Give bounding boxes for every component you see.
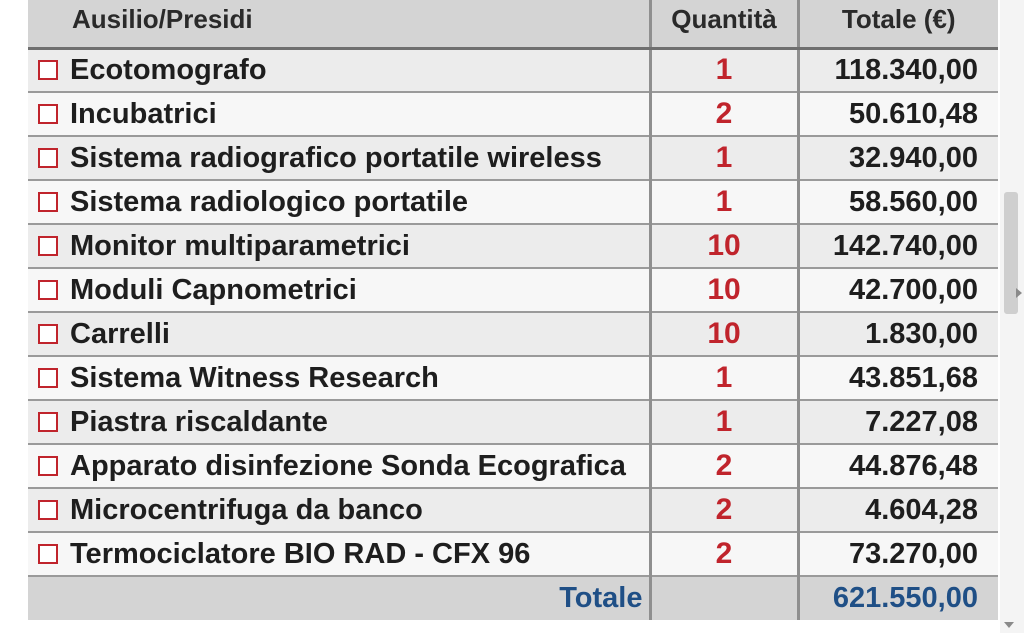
total-cell: 42.700,00 [848, 273, 978, 306]
header-item: Ausilio/Presidi [28, 0, 652, 50]
item-label: Termociclatore BIO RAD - CFX 96 [70, 537, 531, 570]
item-cell: Sistema radiografico portatile wireless [28, 136, 652, 180]
item-cell: Sistema radiologico portatile [28, 180, 652, 224]
item-cell: Incubatrici [28, 92, 652, 136]
table-row: Ecotomografo 1 118.340,00 [28, 48, 998, 92]
quantity-cell: 2 [650, 92, 800, 136]
header-total: Totale (€) [798, 0, 998, 50]
item-label: Monitor multiparametrici [70, 229, 410, 262]
checkbox-icon [38, 280, 58, 300]
item-label: Apparato disinfezione Sonda Ecografica [70, 449, 626, 482]
quantity-cell: 10 [650, 224, 800, 268]
total-cell: 50.610,48 [848, 97, 978, 130]
checkbox-icon [38, 412, 58, 432]
item-label: Carrelli [70, 317, 170, 350]
item-cell: Carrelli [28, 312, 652, 356]
item-cell: Microcentrifuga da banco [28, 488, 652, 532]
checkbox-icon [38, 192, 58, 212]
table-row: Sistema radiografico portatile wireless … [28, 136, 998, 180]
scrollbar-thumb[interactable] [1004, 192, 1018, 314]
item-label: Microcentrifuga da banco [70, 493, 423, 526]
table-row: Monitor multiparametrici 10 142.740,00 [28, 224, 998, 268]
header-quantity: Quantità [650, 0, 800, 50]
table-row: Apparato disinfezione Sonda Ecografica 2… [28, 444, 998, 488]
checkbox-icon [38, 236, 58, 256]
item-label: Piastra riscaldante [70, 405, 328, 438]
item-cell: Piastra riscaldante [28, 400, 652, 444]
quantity-cell: 1 [650, 400, 800, 444]
item-label: Moduli Capnometrici [70, 273, 357, 306]
item-cell: Ecotomografo [28, 48, 652, 92]
equipment-table: Ausilio/Presidi Quantità Totale (€) Ecot… [28, 0, 998, 620]
quantity-cell: 2 [650, 488, 800, 532]
item-cell: Termociclatore BIO RAD - CFX 96 [28, 532, 652, 576]
item-label: Sistema radiologico portatile [70, 185, 469, 218]
chevron-down-icon[interactable] [1004, 622, 1014, 628]
total-cell: 4.604,28 [865, 493, 978, 526]
quantity-cell: 1 [650, 356, 800, 400]
table-row: Sistema Witness Research 1 43.851,68 [28, 356, 998, 400]
item-cell: Monitor multiparametrici [28, 224, 652, 268]
footer-empty-cell [650, 576, 800, 620]
total-cell: 32.940,00 [848, 141, 978, 174]
item-label: Sistema radiografico portatile wireless [70, 141, 602, 174]
quantity-cell: 10 [650, 312, 800, 356]
checkbox-icon [38, 456, 58, 476]
footer-label: Totale [28, 576, 652, 620]
table-row: Moduli Capnometrici 10 42.700,00 [28, 268, 998, 312]
quantity-cell: 1 [650, 48, 800, 92]
table-header-row: Ausilio/Presidi Quantità Totale (€) [28, 0, 998, 50]
quantity-cell: 2 [650, 532, 800, 576]
checkbox-icon [38, 544, 58, 564]
vertical-scrollbar[interactable] [1000, 0, 1024, 633]
quantity-cell: 2 [650, 444, 800, 488]
quantity-cell: 1 [650, 180, 800, 224]
checkbox-icon [38, 104, 58, 124]
item-label: Ecotomografo [70, 53, 267, 86]
quantity-cell: 10 [650, 268, 800, 312]
checkbox-icon [38, 368, 58, 388]
total-cell: 142.740,00 [832, 229, 978, 262]
table-footer-row: Totale 621.550,00 [28, 576, 998, 620]
total-cell: 43.851,68 [848, 361, 978, 394]
item-cell: Apparato disinfezione Sonda Ecografica [28, 444, 652, 488]
total-cell: 44.876,48 [848, 449, 978, 482]
total-cell: 1.830,00 [865, 317, 978, 350]
table-body: Ecotomografo 1 118.340,00 Incubatrici 2 … [28, 48, 998, 576]
item-label: Sistema Witness Research [70, 361, 439, 394]
total-cell: 7.227,08 [865, 405, 978, 438]
quantity-cell: 1 [650, 136, 800, 180]
total-cell: 58.560,00 [848, 185, 978, 218]
table-row: Microcentrifuga da banco 2 4.604,28 [28, 488, 998, 532]
table-row: Piastra riscaldante 1 7.227,08 [28, 400, 998, 444]
checkbox-icon [38, 148, 58, 168]
table-row: Sistema radiologico portatile 1 58.560,0… [28, 180, 998, 224]
table-row: Termociclatore BIO RAD - CFX 96 2 73.270… [28, 532, 998, 576]
footer-total: 621.550,00 [832, 582, 978, 614]
checkbox-icon [38, 60, 58, 81]
checkbox-icon [38, 500, 58, 520]
chevron-right-icon[interactable] [1016, 288, 1022, 298]
item-cell: Moduli Capnometrici [28, 268, 652, 312]
item-cell: Sistema Witness Research [28, 356, 652, 400]
table-row: Incubatrici 2 50.610,48 [28, 92, 998, 136]
table-row: Carrelli 10 1.830,00 [28, 312, 998, 356]
checkbox-icon [38, 324, 58, 344]
total-cell: 73.270,00 [848, 537, 978, 570]
item-label: Incubatrici [70, 97, 217, 130]
total-cell: 118.340,00 [834, 53, 978, 86]
